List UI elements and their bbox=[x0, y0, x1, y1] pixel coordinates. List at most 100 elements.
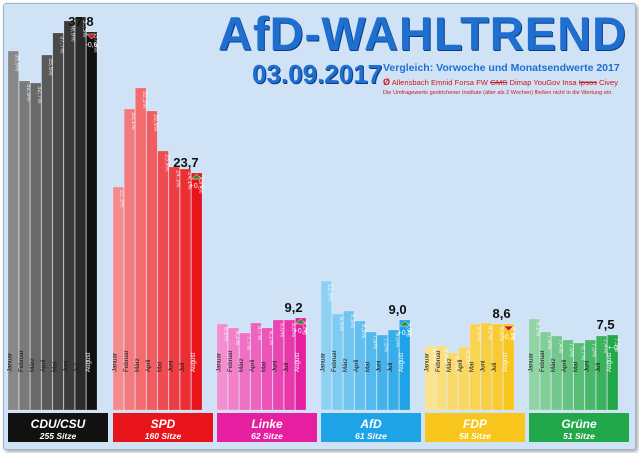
bar-gr-ne-6 bbox=[595, 335, 608, 411]
bar-value-label: 12,9% bbox=[327, 284, 334, 302]
institutes-footnote: Die Umfragewerte gestrichener Institute … bbox=[383, 90, 613, 96]
month-label: Januar bbox=[112, 353, 119, 372]
month-label: August bbox=[502, 352, 509, 372]
bar-value-label: 7,8% bbox=[371, 335, 378, 350]
month-label: Juli bbox=[179, 363, 186, 372]
bar-value-label: 32,2% bbox=[141, 91, 148, 109]
bar-cdu-csu-3 bbox=[41, 54, 53, 411]
bar-value-label: 35,9% bbox=[14, 54, 21, 72]
bar-value-label: 8,6% bbox=[498, 327, 505, 342]
bar-value-label: 38,9% bbox=[70, 24, 77, 42]
month-label: April bbox=[40, 360, 47, 372]
current-value-label: 7,5 bbox=[597, 317, 615, 332]
bar-value-label: 7,4% bbox=[602, 339, 609, 354]
bar-spd-4 bbox=[157, 150, 169, 411]
bar-fdp-7 bbox=[503, 323, 515, 411]
month-label: Februar bbox=[123, 350, 130, 372]
month-label: April bbox=[561, 360, 568, 372]
bar-fdp-6 bbox=[491, 323, 504, 411]
bar-value-label: 32,9% bbox=[25, 84, 32, 102]
change-label: +0,5 bbox=[398, 330, 412, 337]
trend-up-icon bbox=[190, 173, 203, 180]
party-seats: 58 Sitze bbox=[459, 431, 491, 441]
party-seats: 61 Sitze bbox=[355, 431, 387, 441]
month-label: April bbox=[145, 360, 152, 372]
bar-value-label: 22,3% bbox=[119, 190, 126, 208]
month-label: März bbox=[550, 358, 557, 372]
poll-date: 03.09.2017 bbox=[252, 59, 383, 89]
bar-value-label: 37,8% bbox=[92, 35, 99, 53]
bar-value-label: 7,4% bbox=[557, 339, 564, 354]
bar-gr-ne-1 bbox=[539, 331, 552, 411]
month-label: Januar bbox=[216, 353, 223, 372]
party-seats: 62 Sitze bbox=[251, 431, 283, 441]
bar-value-label: 9,0% bbox=[290, 323, 297, 338]
bar-spd-1 bbox=[123, 108, 136, 411]
bar-value-label: 8,6% bbox=[509, 327, 516, 342]
trend-up-icon bbox=[294, 318, 307, 325]
month-label: Januar bbox=[7, 353, 14, 372]
bar-value-label: 23,7% bbox=[197, 176, 204, 194]
bar-linke-5 bbox=[272, 319, 284, 411]
bar-linke-2 bbox=[239, 332, 251, 411]
month-label: Januar bbox=[528, 353, 535, 372]
month-label: August bbox=[606, 352, 613, 372]
month-label: April bbox=[457, 360, 464, 372]
bar-value-label: 8,2% bbox=[234, 331, 241, 346]
party-name: SPD bbox=[151, 417, 176, 431]
bar-fdp-5 bbox=[480, 322, 492, 411]
bar-value-label: 6,4% bbox=[431, 349, 438, 364]
bar-fdp-1 bbox=[435, 345, 448, 411]
month-label: Mai bbox=[572, 362, 579, 372]
month-label: August bbox=[294, 352, 301, 372]
bar-linke-4 bbox=[261, 327, 273, 411]
month-label: Mai bbox=[156, 362, 163, 372]
party-name: CDU/CSU bbox=[31, 417, 86, 431]
trend-up-icon bbox=[398, 320, 411, 327]
party-box-cdu-csu bbox=[8, 413, 108, 442]
month-label: Februar bbox=[435, 350, 442, 372]
bar-fdp-2 bbox=[447, 352, 459, 411]
bar-spd-3 bbox=[146, 110, 158, 411]
month-label: Mai bbox=[364, 362, 371, 372]
bar-value-label: 8,2% bbox=[267, 331, 274, 346]
bar-spd-5 bbox=[168, 166, 180, 411]
party-name: FDP bbox=[463, 417, 488, 431]
month-label: Mai bbox=[51, 362, 58, 372]
month-label: Juni bbox=[168, 361, 175, 372]
month-label: Februar bbox=[331, 350, 338, 372]
month-label: Mai bbox=[468, 362, 475, 372]
month-label: Januar bbox=[320, 353, 327, 372]
bar-linke-3 bbox=[250, 322, 262, 411]
current-value-label: 23,7 bbox=[173, 155, 198, 170]
bar-linke-1 bbox=[227, 327, 240, 411]
month-label: Mai bbox=[260, 362, 267, 372]
bar-cdu-csu-4 bbox=[52, 32, 64, 411]
bar-linke-0 bbox=[216, 323, 228, 411]
party-seats: 51 Sitze bbox=[563, 431, 595, 441]
bar-value-label: 9,0% bbox=[279, 323, 286, 338]
month-label: Juni bbox=[480, 361, 487, 372]
comparison-subtitle: Vergleich: Vorwoche und Monatsendwerte 2… bbox=[383, 62, 620, 74]
bar-gr-ne-3 bbox=[562, 339, 574, 411]
month-label: Juli bbox=[595, 363, 602, 372]
bar-cdu-csu-6 bbox=[74, 16, 87, 411]
trend-down-icon bbox=[85, 33, 98, 40]
change-label: +-0 bbox=[607, 345, 617, 352]
bar-value-label: 7,5% bbox=[383, 338, 390, 353]
bar-value-label: 24,1% bbox=[186, 172, 193, 190]
change-label: -0,3 bbox=[503, 334, 515, 341]
month-label: Februar bbox=[18, 350, 25, 372]
party-box-afd bbox=[321, 413, 421, 442]
month-label: Juli bbox=[491, 363, 498, 372]
party-box-gr-ne bbox=[529, 413, 629, 442]
bar-value-label: 7,7% bbox=[245, 336, 252, 351]
month-label: Juli bbox=[283, 363, 290, 372]
month-label: März bbox=[134, 358, 141, 372]
bar-linke-7 bbox=[295, 317, 307, 411]
party-seats: 160 Sitze bbox=[145, 431, 182, 441]
bar-linke-6 bbox=[283, 319, 296, 411]
bar-fdp-3 bbox=[458, 346, 470, 411]
bar-value-label: 37,7% bbox=[58, 36, 65, 54]
